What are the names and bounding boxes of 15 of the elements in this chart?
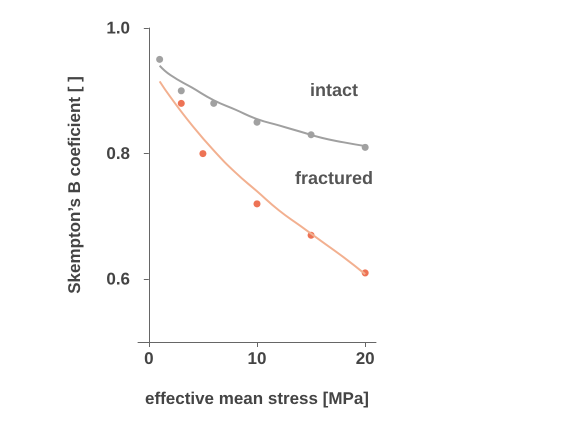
- point: [156, 56, 164, 63]
- point: [178, 100, 185, 107]
- x-axis-title: effective mean stress [MPa]: [145, 389, 369, 408]
- annotation: fractured: [294, 168, 374, 188]
- x-tick-label: 0: [144, 349, 154, 368]
- annotation: intact: [310, 80, 358, 100]
- point: [178, 87, 185, 94]
- x-tick-label: 10: [248, 349, 266, 368]
- point: [254, 200, 260, 208]
- point: [199, 150, 206, 158]
- y-axis-title: Skempton’s B coeficient [ ]: [65, 76, 84, 294]
- y-tick-label: 0.8: [106, 144, 130, 164]
- y-tick-label: 1.0: [106, 18, 130, 38]
- y-tick-label: 0.6: [106, 270, 130, 289]
- x-tick-label: 20: [356, 349, 375, 368]
